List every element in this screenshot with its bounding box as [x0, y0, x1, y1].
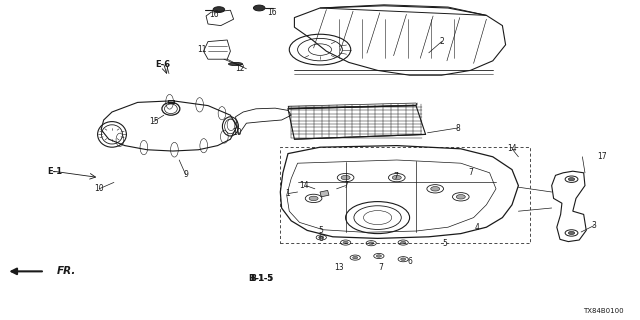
Circle shape: [568, 178, 575, 181]
Text: 14: 14: [507, 144, 517, 153]
Circle shape: [353, 256, 358, 259]
Polygon shape: [320, 190, 329, 197]
Text: 7: 7: [378, 263, 383, 272]
Text: 3: 3: [591, 221, 596, 230]
Text: 4: 4: [474, 223, 479, 232]
Text: 8: 8: [455, 124, 460, 132]
Text: 16: 16: [267, 8, 277, 17]
Circle shape: [319, 236, 324, 239]
Text: 15: 15: [148, 117, 159, 126]
Text: 6: 6: [319, 234, 324, 243]
Text: 7: 7: [343, 181, 348, 190]
Text: 13: 13: [334, 263, 344, 272]
Text: B-1-5: B-1-5: [248, 274, 274, 283]
Text: 6: 6: [408, 257, 413, 266]
Text: 1: 1: [285, 189, 291, 198]
Text: FR.: FR.: [56, 266, 76, 276]
Circle shape: [253, 5, 265, 11]
Text: 12: 12: [236, 64, 244, 73]
Text: E-1: E-1: [47, 167, 62, 176]
Text: 11: 11: [197, 45, 206, 54]
Text: 7: 7: [393, 172, 398, 180]
Ellipse shape: [228, 62, 243, 66]
Circle shape: [341, 175, 350, 180]
Text: 17: 17: [596, 152, 607, 161]
Circle shape: [376, 255, 381, 257]
Text: 9: 9: [183, 170, 188, 179]
Text: 16: 16: [209, 10, 220, 19]
Circle shape: [309, 196, 318, 201]
Circle shape: [431, 187, 440, 191]
Text: TX84B0100: TX84B0100: [584, 308, 624, 314]
Circle shape: [568, 231, 575, 235]
Text: E-6: E-6: [156, 60, 171, 68]
Circle shape: [392, 175, 401, 180]
Bar: [280, 147, 530, 243]
Circle shape: [369, 242, 374, 244]
Text: 5: 5: [319, 226, 324, 235]
Text: 5: 5: [442, 239, 447, 248]
Circle shape: [343, 241, 348, 244]
Circle shape: [401, 241, 406, 244]
Text: 14: 14: [299, 181, 309, 190]
Circle shape: [401, 258, 406, 260]
Text: B-1-5: B-1-5: [250, 274, 272, 283]
Text: 10: 10: [94, 184, 104, 193]
Circle shape: [456, 195, 465, 199]
Text: 2: 2: [439, 37, 444, 46]
Text: 10: 10: [232, 128, 242, 137]
Circle shape: [213, 7, 225, 12]
Text: 7: 7: [468, 168, 473, 177]
